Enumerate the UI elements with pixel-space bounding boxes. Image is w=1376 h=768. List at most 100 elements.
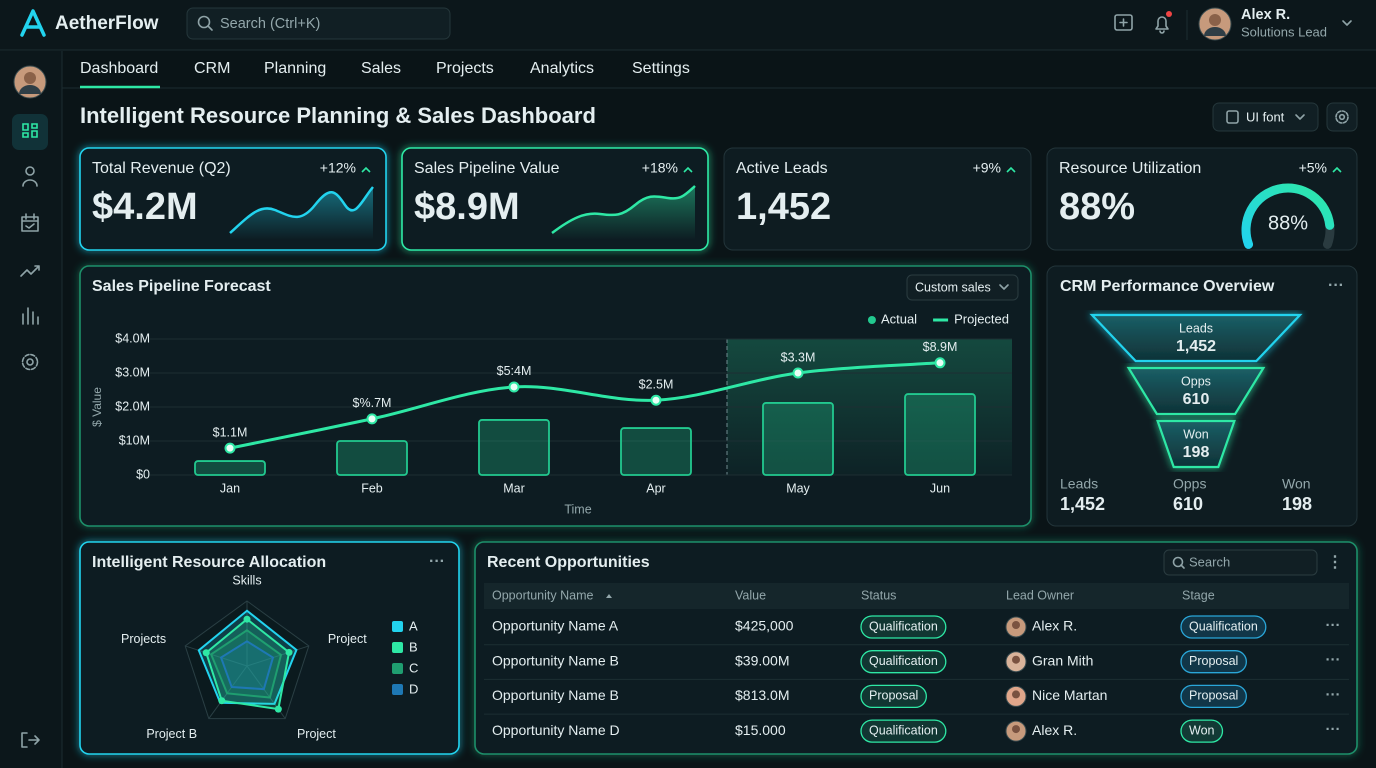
nav-tab[interactable]: Dashboard	[80, 60, 158, 77]
radar-point	[218, 697, 226, 705]
y-tick-label: $4.0M	[115, 331, 150, 345]
y-tick-label: $3.0M	[115, 365, 150, 379]
sparkline-area	[230, 187, 373, 240]
dashboard-icon[interactable]	[22, 123, 38, 138]
cell: Nice Martan	[1032, 687, 1107, 703]
x-tick-label: Jan	[220, 481, 240, 495]
funnel-stage	[1089, 313, 1303, 363]
funnel-stage	[1126, 366, 1266, 416]
nav-tab[interactable]: Analytics	[530, 60, 594, 77]
status-pill-label: Proposal	[869, 689, 918, 703]
active-nav-bg	[12, 114, 48, 150]
kpi-value: $8.9M	[414, 186, 520, 228]
bell-icon[interactable]	[1155, 16, 1169, 34]
radar-area	[205, 617, 291, 711]
nav-tab[interactable]: CRM	[194, 60, 230, 77]
radar-axis-label: Skills	[232, 573, 261, 587]
legend-label: D	[409, 681, 418, 696]
kpi-change-caret	[1006, 166, 1016, 173]
radar-spoke	[246, 645, 309, 667]
gauge-label: 88%	[1268, 212, 1308, 234]
more-menu[interactable]: ···	[429, 553, 445, 570]
line-point	[792, 367, 804, 379]
legend-label: C	[409, 660, 418, 675]
cell: $39.00M	[735, 652, 789, 668]
pill	[860, 650, 947, 674]
cell: Opportunity Name A	[492, 618, 619, 634]
nav-tab[interactable]: Planning	[264, 60, 326, 77]
cell: Gran Mith	[1032, 652, 1093, 668]
summary-value: 198	[1282, 494, 1312, 514]
nav-tab[interactable]: Projects	[436, 60, 494, 77]
kpi-change-caret	[361, 166, 371, 173]
settings-icon[interactable]	[26, 358, 34, 366]
dropdown[interactable]	[906, 274, 1019, 301]
pill	[860, 719, 947, 743]
more-menu[interactable]: ···	[1328, 277, 1344, 294]
search-icon	[207, 25, 213, 31]
bar	[904, 393, 976, 476]
cell: Opportunity Name B	[492, 652, 619, 668]
pill	[1180, 650, 1247, 674]
chart-title: Intelligent Resource Allocation	[92, 554, 326, 571]
gauge-value	[1241, 183, 1335, 249]
notification-dot	[1166, 11, 1172, 17]
font-button[interactable]	[1212, 102, 1319, 132]
point-annotation: $8.9M	[923, 340, 958, 354]
column-header[interactable]: Opportunity Name	[492, 588, 593, 602]
logout-icon[interactable]	[21, 732, 40, 748]
row-menu[interactable]: ···	[1326, 686, 1341, 703]
radar-point	[285, 648, 293, 656]
table-search[interactable]	[1163, 549, 1318, 576]
chart-title: Sales Pipeline Forecast	[92, 278, 271, 295]
dropdown-label[interactable]: Custom sales	[915, 280, 991, 294]
pill	[1180, 719, 1224, 743]
column-header[interactable]: Stage	[1182, 588, 1215, 602]
funnel-stage-name: Opps	[1181, 374, 1211, 388]
nav-tab[interactable]: Sales	[361, 60, 401, 77]
funnel-stage	[1156, 419, 1236, 469]
user-menu-chevron[interactable]	[1342, 20, 1352, 26]
kpi-value: 88%	[1059, 186, 1135, 228]
bar	[336, 440, 408, 476]
card	[1046, 147, 1358, 251]
logo[interactable]	[20, 9, 46, 37]
summary-name: Leads	[1060, 476, 1098, 492]
column-header[interactable]: Lead Owner	[1006, 588, 1074, 602]
column-header[interactable]: Status	[861, 588, 896, 602]
sidebar-avatar	[19, 85, 41, 94]
brand[interactable]: AetherFlow	[55, 13, 159, 34]
column-header[interactable]: Value	[735, 588, 766, 602]
cell: Opportunity Name B	[492, 687, 619, 703]
row-menu[interactable]: ···	[1326, 617, 1341, 634]
trend-icon[interactable]	[20, 265, 40, 277]
search-box[interactable]	[186, 7, 451, 40]
status-pill-label: Qualification	[869, 654, 938, 668]
line-point	[934, 357, 946, 369]
row-menu[interactable]: ···	[1326, 652, 1341, 669]
user-name[interactable]: Alex R.	[1241, 7, 1290, 23]
row-menu[interactable]: ···	[1326, 721, 1341, 738]
table-menu[interactable]: ⋮	[1327, 554, 1343, 571]
stage-pill-label: Qualification	[1189, 619, 1258, 633]
analytics-icon[interactable]	[22, 307, 39, 325]
table-search-icon	[1180, 564, 1185, 569]
nav-tab[interactable]: Settings	[632, 60, 690, 77]
bar	[762, 402, 834, 476]
user-role: Solutions Lead	[1241, 24, 1327, 39]
search-placeholder[interactable]: Search (Ctrl+K)	[220, 16, 320, 32]
line-point	[224, 442, 236, 454]
table-search-placeholder[interactable]: Search	[1189, 554, 1230, 569]
calendar-icon[interactable]	[21, 213, 39, 232]
new-item-icon[interactable]	[1114, 14, 1133, 31]
contacts-icon[interactable]	[22, 166, 38, 187]
kpi-change: +12%	[320, 160, 356, 176]
funnel-stage-value: 610	[1183, 391, 1210, 408]
cell: Alex R.	[1032, 618, 1077, 634]
font-button-label[interactable]: UI font	[1246, 109, 1285, 124]
stage-pill-label: Won	[1189, 723, 1215, 737]
settings-button[interactable]	[1326, 102, 1358, 132]
stage-pill-label: Proposal	[1189, 689, 1238, 703]
line-point	[508, 381, 520, 393]
